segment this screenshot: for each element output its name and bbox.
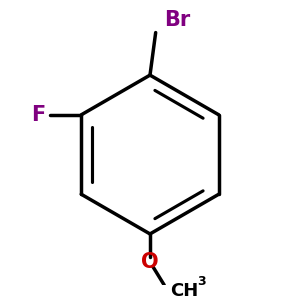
Text: CH: CH [170, 282, 198, 300]
Text: O: O [141, 252, 159, 272]
Text: F: F [32, 105, 46, 125]
Text: Br: Br [164, 10, 190, 30]
Text: 3: 3 [197, 275, 206, 288]
